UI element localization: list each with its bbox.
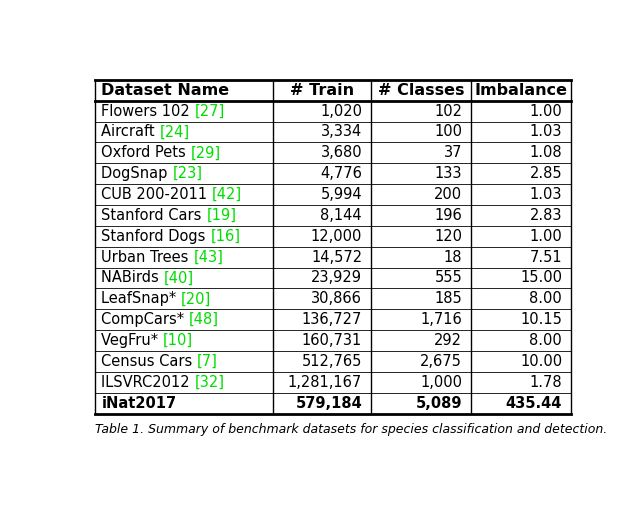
- Text: Stanford Dogs: Stanford Dogs: [101, 229, 211, 244]
- Text: [19]: [19]: [206, 208, 236, 223]
- Text: [16]: [16]: [211, 229, 241, 244]
- Text: Aircraft: Aircraft: [101, 124, 159, 139]
- Text: 102: 102: [434, 104, 462, 119]
- Text: VegFru*: VegFru*: [101, 333, 163, 348]
- Text: # Train: # Train: [290, 83, 355, 98]
- Text: CompCars*: CompCars*: [101, 312, 189, 327]
- Text: DogSnap: DogSnap: [101, 166, 172, 181]
- Text: 37: 37: [444, 146, 462, 160]
- Text: [20]: [20]: [181, 292, 211, 307]
- Text: 160,731: 160,731: [302, 333, 362, 348]
- Text: 1,281,167: 1,281,167: [288, 375, 362, 390]
- Text: 3,680: 3,680: [321, 146, 362, 160]
- Text: 555: 555: [435, 270, 462, 285]
- Text: 1.78: 1.78: [529, 375, 562, 390]
- Text: Urban Trees: Urban Trees: [101, 250, 193, 265]
- Text: 5,089: 5,089: [415, 396, 462, 411]
- Text: 4,776: 4,776: [320, 166, 362, 181]
- Text: 10.15: 10.15: [520, 312, 562, 327]
- Text: [32]: [32]: [195, 375, 225, 390]
- Text: [29]: [29]: [191, 146, 221, 160]
- Text: 2,675: 2,675: [420, 354, 462, 369]
- Text: 133: 133: [435, 166, 462, 181]
- Text: 18: 18: [444, 250, 462, 265]
- Text: 5,994: 5,994: [321, 187, 362, 202]
- Text: ILSVRC2012: ILSVRC2012: [101, 375, 195, 390]
- Text: 196: 196: [435, 208, 462, 223]
- Text: 1.03: 1.03: [530, 187, 562, 202]
- Text: Table 1. Summary of benchmark datasets for species classification and detection.: Table 1. Summary of benchmark datasets f…: [95, 424, 607, 437]
- Text: [10]: [10]: [163, 333, 193, 348]
- Text: 1.00: 1.00: [529, 104, 562, 119]
- Text: 7.51: 7.51: [529, 250, 562, 265]
- Text: 1.03: 1.03: [530, 124, 562, 139]
- Text: [23]: [23]: [172, 166, 202, 181]
- Text: Dataset Name: Dataset Name: [101, 83, 230, 98]
- Text: CUB 200-2011: CUB 200-2011: [101, 187, 212, 202]
- Text: 1,716: 1,716: [420, 312, 462, 327]
- Text: [7]: [7]: [197, 354, 218, 369]
- Text: 1,000: 1,000: [420, 375, 462, 390]
- Text: 15.00: 15.00: [520, 270, 562, 285]
- Text: 200: 200: [434, 187, 462, 202]
- Text: 2.85: 2.85: [529, 166, 562, 181]
- Text: 8,144: 8,144: [321, 208, 362, 223]
- Text: 100: 100: [434, 124, 462, 139]
- Text: 30,866: 30,866: [311, 292, 362, 307]
- Text: Flowers 102: Flowers 102: [101, 104, 195, 119]
- Text: [43]: [43]: [193, 250, 223, 265]
- Text: 292: 292: [434, 333, 462, 348]
- Text: 185: 185: [435, 292, 462, 307]
- Text: LeafSnap*: LeafSnap*: [101, 292, 181, 307]
- Text: Oxford Pets: Oxford Pets: [101, 146, 191, 160]
- Text: 1,020: 1,020: [320, 104, 362, 119]
- Text: 14,572: 14,572: [311, 250, 362, 265]
- Text: 1.00: 1.00: [529, 229, 562, 244]
- Text: 1.08: 1.08: [529, 146, 562, 160]
- Text: [24]: [24]: [159, 124, 189, 139]
- Text: 579,184: 579,184: [296, 396, 362, 411]
- Text: # Classes: # Classes: [378, 83, 464, 98]
- Text: 10.00: 10.00: [520, 354, 562, 369]
- Text: 136,727: 136,727: [301, 312, 362, 327]
- Text: 8.00: 8.00: [529, 292, 562, 307]
- Text: Imbalance: Imbalance: [474, 83, 568, 98]
- Text: NABirds: NABirds: [101, 270, 164, 285]
- Text: [42]: [42]: [212, 187, 242, 202]
- Text: Census Cars: Census Cars: [101, 354, 197, 369]
- Text: 3,334: 3,334: [321, 124, 362, 139]
- Text: 23,929: 23,929: [311, 270, 362, 285]
- Text: 120: 120: [434, 229, 462, 244]
- Text: 435.44: 435.44: [506, 396, 562, 411]
- Text: [27]: [27]: [195, 104, 225, 119]
- Text: iNat2017: iNat2017: [101, 396, 177, 411]
- Text: Stanford Cars: Stanford Cars: [101, 208, 206, 223]
- Text: 2.83: 2.83: [530, 208, 562, 223]
- Text: 512,765: 512,765: [301, 354, 362, 369]
- Text: 12,000: 12,000: [311, 229, 362, 244]
- Text: 8.00: 8.00: [529, 333, 562, 348]
- Text: [40]: [40]: [164, 270, 194, 285]
- Text: [48]: [48]: [189, 312, 219, 327]
